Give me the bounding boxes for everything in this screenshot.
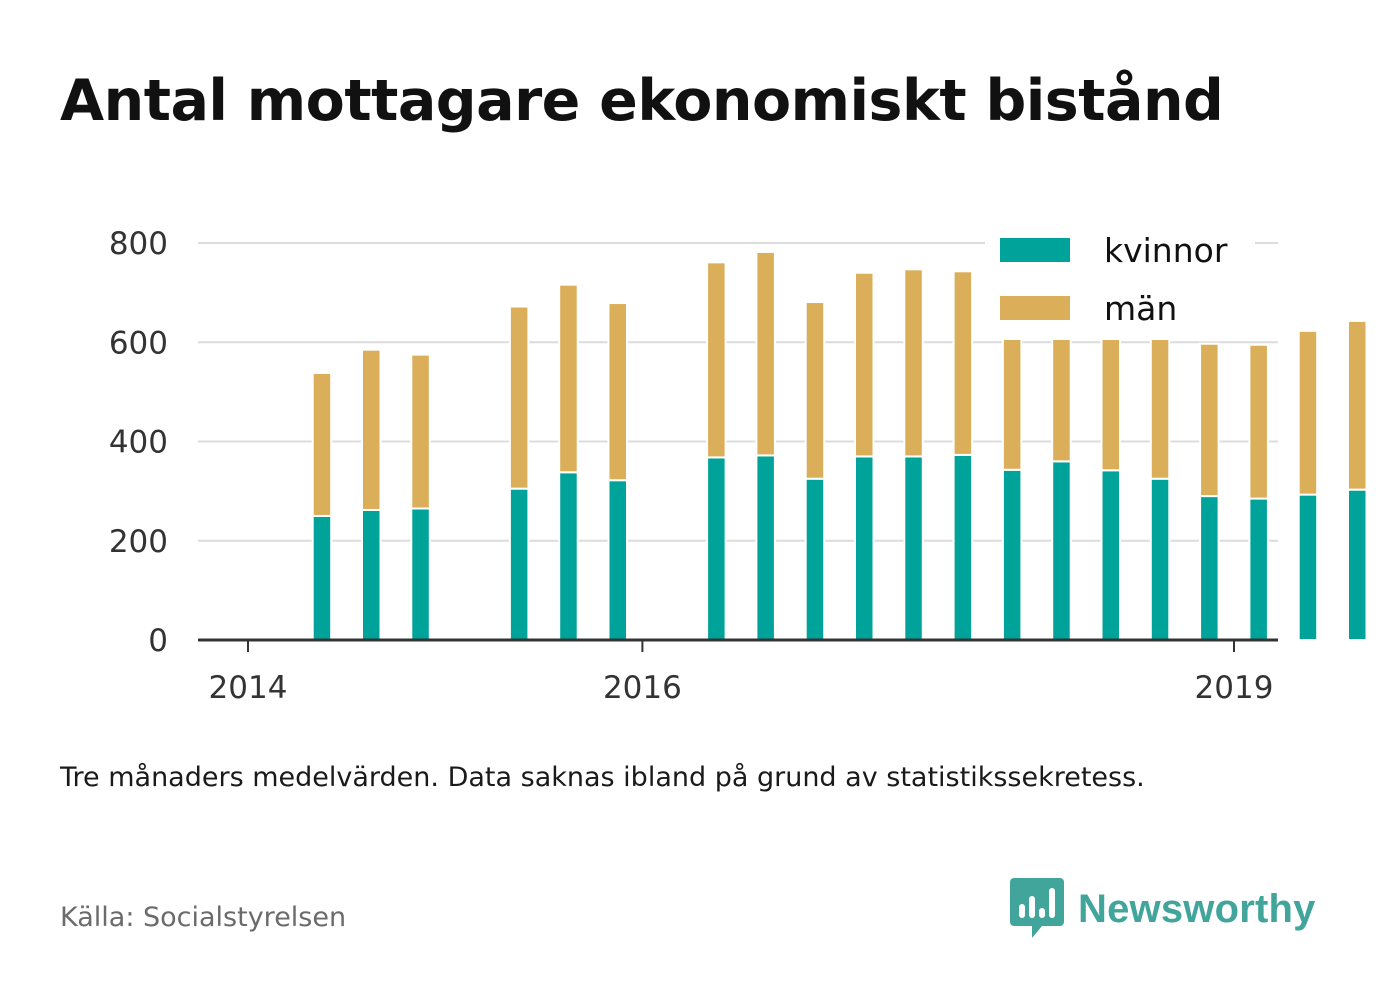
bar-man-2017-Q2 xyxy=(903,268,924,458)
bar-kvinnor-2018-Q3 xyxy=(1149,477,1171,641)
bar-man-2016-Q2 xyxy=(706,261,727,459)
bar-kvinnor-2016-Q3 xyxy=(755,454,776,641)
bar-man-2019-Q3 xyxy=(1347,319,1368,491)
source-credit: Källa: Socialstyrelsen xyxy=(60,902,347,933)
y-tick-label: 200 xyxy=(109,524,168,560)
bar-kvinnor-2018-Q1 xyxy=(1051,460,1072,641)
bar-kvinnor-2016-Q4 xyxy=(804,477,826,641)
bar-kvinnor-2019-Q2 xyxy=(1297,493,1319,641)
bar-man-2015-Q3 xyxy=(558,283,579,474)
bar-man-2016-Q4 xyxy=(804,301,826,480)
newsworthy-logo-icon xyxy=(1010,878,1064,938)
bar-man-2016-Q3 xyxy=(755,250,776,457)
bar-kvinnor-2015-Q4 xyxy=(607,479,628,641)
axes: 20142016201920212023 xyxy=(198,638,1278,706)
bar-kvinnor-2017-Q2 xyxy=(903,455,924,642)
y-tick-label: 600 xyxy=(109,325,168,361)
newsworthy-logo[interactable]: Newsworthy xyxy=(1010,878,1316,940)
chart-title: Antal mottagare ekonomiskt bistånd xyxy=(60,68,1224,134)
legend-label-man: män xyxy=(1104,289,1177,328)
bar-kvinnor-2015-Q3 xyxy=(558,471,579,641)
bar-man-2015-Q4 xyxy=(607,302,628,482)
x-tick-label: 2019 xyxy=(1195,670,1274,706)
bar-man-2014-Q3 xyxy=(361,348,382,511)
bar-kvinnor-2014-Q2 xyxy=(311,514,333,641)
bar-kvinnor-2017-Q1 xyxy=(854,455,875,642)
bar-kvinnor-2019-Q1 xyxy=(1248,497,1269,641)
y-tick-label: 0 xyxy=(148,623,168,659)
bar-man-2015-Q2 xyxy=(508,305,530,490)
legend: kvinnor män xyxy=(985,222,1255,340)
bar-kvinnor-2019-Q3 xyxy=(1347,488,1368,642)
bar-kvinnor-2015-Q2 xyxy=(508,487,530,641)
bar-kvinnor-2014-Q4 xyxy=(410,507,431,641)
legend-swatch-man xyxy=(1000,296,1070,320)
bar-kvinnor-2014-Q3 xyxy=(361,508,382,642)
bar-kvinnor-2018-Q4 xyxy=(1199,495,1220,641)
bar-man-2017-Q3 xyxy=(952,270,974,456)
bar-man-2018-Q4 xyxy=(1199,342,1220,498)
bar-kvinnor-2016-Q2 xyxy=(706,456,727,641)
brand-name: Newsworthy xyxy=(1078,886,1316,931)
bar-kvinnor-2017-Q4 xyxy=(1001,468,1023,641)
bar-man-2017-Q1 xyxy=(854,271,875,458)
bar-kvinnor-2017-Q3 xyxy=(952,453,974,641)
x-tick-label: 2016 xyxy=(603,670,682,706)
legend-label-kvinnor: kvinnor xyxy=(1104,231,1228,270)
x-tick-label: 2014 xyxy=(209,670,288,706)
bars xyxy=(311,250,1368,642)
bar-man-2014-Q2 xyxy=(311,372,333,517)
chart-note: Tre månaders medelvärden. Data saknas ib… xyxy=(60,762,1145,793)
legend-swatch-kvinnor xyxy=(1000,238,1070,262)
y-tick-label: 800 xyxy=(109,226,168,262)
y-tick-label: 400 xyxy=(109,425,168,461)
bar-man-2014-Q4 xyxy=(410,353,431,510)
bar-man-2019-Q1 xyxy=(1248,343,1269,500)
bar-man-2019-Q2 xyxy=(1297,329,1319,496)
bar-kvinnor-2018-Q2 xyxy=(1100,469,1121,641)
